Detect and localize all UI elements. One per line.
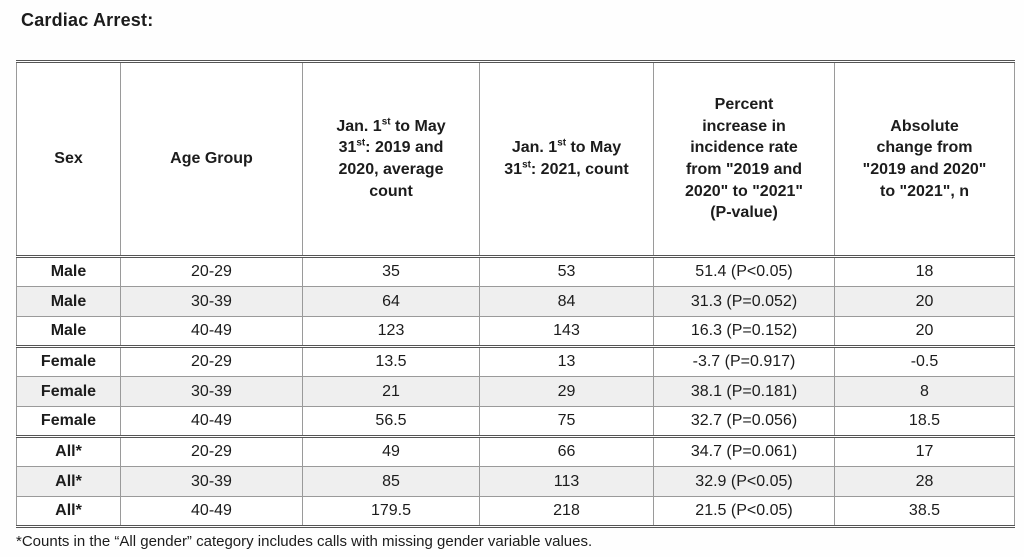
table-row-male-40-49: Male 40-49 123 143 16.3 (P=0.152) 20 bbox=[16, 316, 1015, 347]
table-footnote: *Counts in the “All gender” category inc… bbox=[16, 533, 593, 550]
table-body: Male 20-29 35 53 51.4 (P<0.05) 18 Male 3… bbox=[16, 256, 1015, 528]
sex-cell: Male bbox=[16, 256, 121, 287]
absolute-change-cell: 8 bbox=[834, 376, 1015, 407]
sex-cell: Female bbox=[16, 376, 121, 407]
header-sex: Sex bbox=[16, 60, 121, 258]
header-age-group: Age Group bbox=[120, 60, 303, 258]
age-group-cell: 20-29 bbox=[120, 345, 303, 377]
percent-increase-cell: 31.3 (P=0.052) bbox=[653, 286, 835, 317]
table-header: Sex Age Group Jan. 1st to May 31st: 2019… bbox=[16, 60, 1015, 258]
percent-increase-cell: 51.4 (P<0.05) bbox=[653, 256, 835, 287]
age-group-cell: 30-39 bbox=[120, 286, 303, 317]
percent-increase-cell: 32.7 (P=0.056) bbox=[653, 406, 835, 437]
table-row-all-30-39: All* 30-39 85 113 32.9 (P<0.05) 28 bbox=[16, 466, 1015, 497]
avg-count-cell: 123 bbox=[302, 316, 480, 347]
count-2021-cell: 66 bbox=[479, 435, 654, 467]
header-avg-count-2019-2020: Jan. 1st to May 31st: 2019 and 2020, ave… bbox=[302, 60, 480, 258]
age-group-cell: 30-39 bbox=[120, 466, 303, 497]
table-row-female-20-29: Female 20-29 13.5 13 -3.7 (P=0.917) -0.5 bbox=[16, 345, 1015, 377]
table-row-all-20-29: All* 20-29 49 66 34.7 (P=0.061) 17 bbox=[16, 435, 1015, 467]
absolute-change-cell: 18 bbox=[834, 256, 1015, 287]
count-2021-cell: 218 bbox=[479, 496, 654, 528]
count-2021-cell: 13 bbox=[479, 345, 654, 377]
percent-increase-cell: 21.5 (P<0.05) bbox=[653, 496, 835, 528]
sex-cell: Male bbox=[16, 316, 121, 347]
header-count-2021: Jan. 1st to May 31st: 2021, count bbox=[479, 60, 654, 258]
percent-increase-cell: 34.7 (P=0.061) bbox=[653, 435, 835, 467]
absolute-change-cell: 28 bbox=[834, 466, 1015, 497]
percent-increase-cell: 38.1 (P=0.181) bbox=[653, 376, 835, 407]
age-group-cell: 40-49 bbox=[120, 406, 303, 437]
avg-count-cell: 64 bbox=[302, 286, 480, 317]
count-2021-cell: 143 bbox=[479, 316, 654, 347]
cardiac-arrest-table: Sex Age Group Jan. 1st to May 31st: 2019… bbox=[16, 60, 1015, 528]
sex-cell: All* bbox=[16, 466, 121, 497]
absolute-change-cell: 20 bbox=[834, 316, 1015, 347]
avg-count-cell: 21 bbox=[302, 376, 480, 407]
header-percent-increase: Percent increase in incidence rate from … bbox=[653, 60, 835, 258]
avg-count-cell: 49 bbox=[302, 435, 480, 467]
percent-increase-cell: 32.9 (P<0.05) bbox=[653, 466, 835, 497]
percent-increase-cell: -3.7 (P=0.917) bbox=[653, 345, 835, 377]
superscript-st: st bbox=[557, 138, 567, 150]
table-row-female-40-49: Female 40-49 56.5 75 32.7 (P=0.056) 18.5 bbox=[16, 406, 1015, 437]
sex-cell: Female bbox=[16, 345, 121, 377]
count-2021-cell: 53 bbox=[479, 256, 654, 287]
superscript-st: st bbox=[522, 159, 531, 171]
sex-cell: All* bbox=[16, 496, 121, 528]
age-group-cell: 20-29 bbox=[120, 435, 303, 467]
count-2021-cell: 29 bbox=[479, 376, 654, 407]
avg-count-cell: 13.5 bbox=[302, 345, 480, 377]
avg-count-cell: 56.5 bbox=[302, 406, 480, 437]
absolute-change-cell: 20 bbox=[834, 286, 1015, 317]
age-group-cell: 40-49 bbox=[120, 316, 303, 347]
sex-cell: Female bbox=[16, 406, 121, 437]
age-group-cell: 40-49 bbox=[120, 496, 303, 528]
avg-count-cell: 179.5 bbox=[302, 496, 480, 528]
table-row-female-30-39: Female 30-39 21 29 38.1 (P=0.181) 8 bbox=[16, 376, 1015, 407]
count-2021-cell: 113 bbox=[479, 466, 654, 497]
sex-cell: Male bbox=[16, 286, 121, 317]
age-group-cell: 30-39 bbox=[120, 376, 303, 407]
page-title: Cardiac Arrest: bbox=[21, 10, 154, 30]
superscript-st: st bbox=[356, 138, 366, 150]
header-row: Sex Age Group Jan. 1st to May 31st: 2019… bbox=[16, 60, 1015, 258]
table-row-all-40-49: All* 40-49 179.5 218 21.5 (P<0.05) 38.5 bbox=[16, 496, 1015, 528]
avg-count-cell: 85 bbox=[302, 466, 480, 497]
count-2021-cell: 84 bbox=[479, 286, 654, 317]
header-absolute-change: Absolute change from "2019 and 2020" to … bbox=[834, 60, 1015, 258]
avg-count-cell: 35 bbox=[302, 256, 480, 287]
percent-increase-cell: 16.3 (P=0.152) bbox=[653, 316, 835, 347]
superscript-st: st bbox=[381, 116, 391, 128]
sex-cell: All* bbox=[16, 435, 121, 467]
absolute-change-cell: -0.5 bbox=[834, 345, 1015, 377]
table-row-male-20-29: Male 20-29 35 53 51.4 (P<0.05) 18 bbox=[16, 256, 1015, 287]
absolute-change-cell: 17 bbox=[834, 435, 1015, 467]
table-row-male-30-39: Male 30-39 64 84 31.3 (P=0.052) 20 bbox=[16, 286, 1015, 317]
absolute-change-cell: 18.5 bbox=[834, 406, 1015, 437]
absolute-change-cell: 38.5 bbox=[834, 496, 1015, 528]
age-group-cell: 20-29 bbox=[120, 256, 303, 287]
count-2021-cell: 75 bbox=[479, 406, 654, 437]
